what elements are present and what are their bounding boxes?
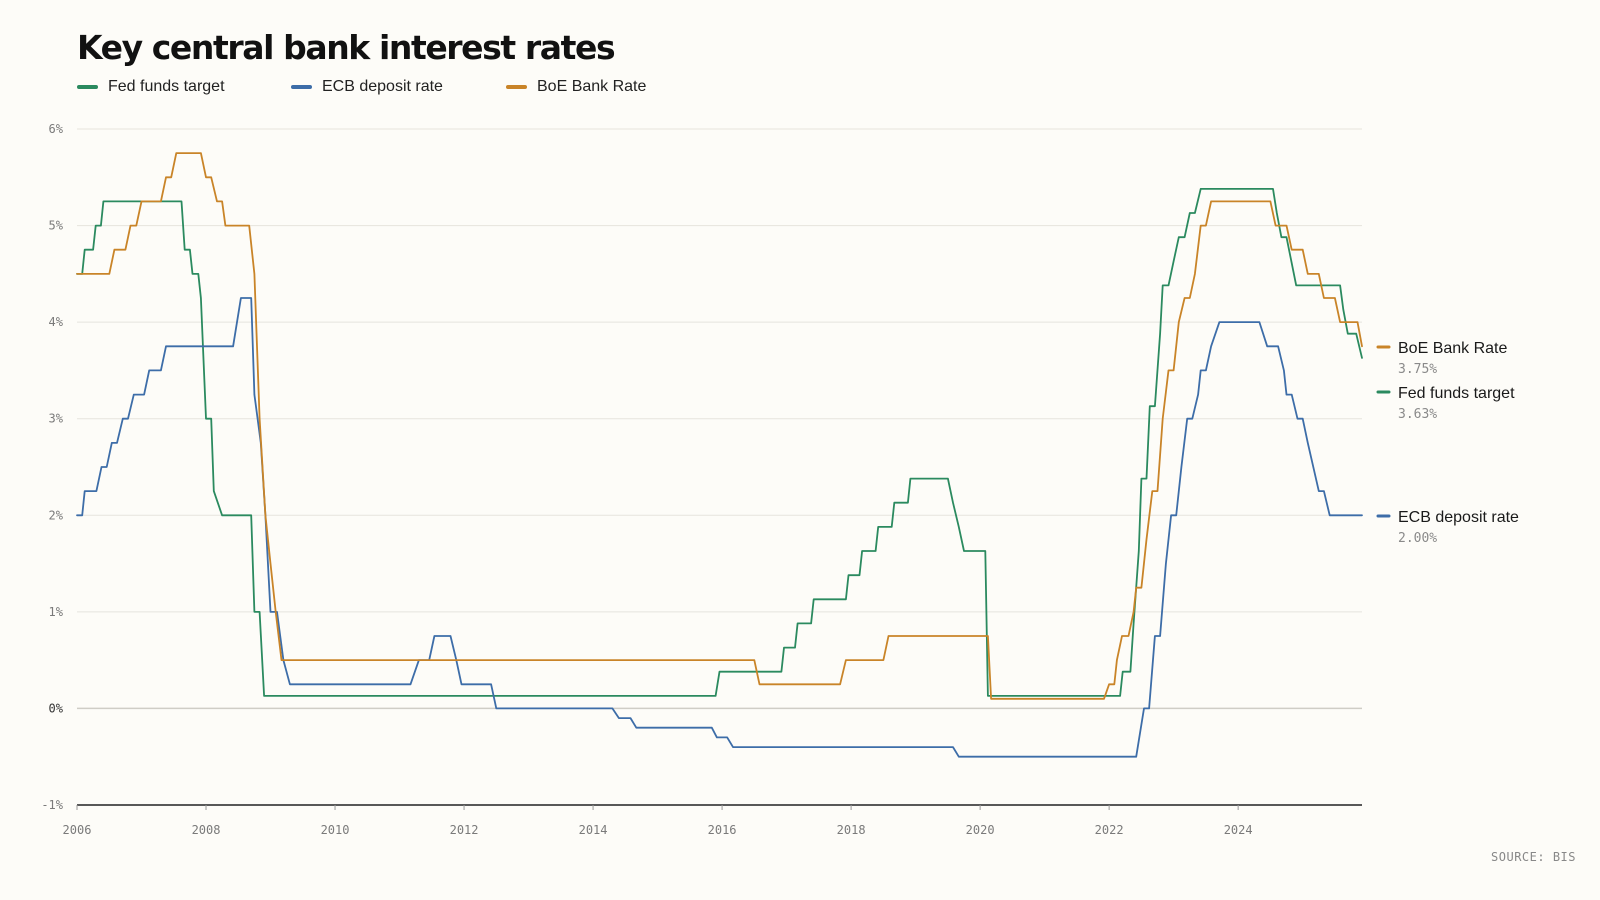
x-tick-label: 2016 — [708, 823, 737, 837]
y-tick-label: 5% — [49, 219, 64, 233]
source-note: SOURCE: BIS — [1491, 850, 1576, 864]
end-labels: BoE Bank Rate 3.75% Fed funds target 3.63% E… — [1376, 340, 1519, 546]
legend-swatch-ecb — [291, 85, 312, 89]
y-axis: 6% 5% 4% 3% 2% 1% 0% -1% — [41, 122, 63, 812]
series-line-ecb — [76, 297, 1363, 758]
legend-label-boe: BoE Bank Rate — [537, 78, 647, 95]
series-line-boe — [76, 152, 1363, 700]
y-tick-label: 0% — [49, 701, 64, 715]
x-tick-label: 2018 — [837, 823, 866, 837]
y-tick-label: 2% — [49, 508, 64, 522]
end-label-value-fed: 3.63% — [1398, 407, 1437, 422]
x-tick-label: 2006 — [63, 823, 92, 837]
legend-label-fed: Fed funds target — [108, 78, 225, 95]
legend-swatch-boe — [506, 85, 527, 89]
end-label-value-ecb: 2.00% — [1398, 531, 1437, 546]
legend-item-fed: Fed funds target — [77, 78, 225, 96]
legend-item-ecb: ECB deposit rate — [291, 78, 443, 96]
x-tick-label: 2024 — [1224, 823, 1253, 837]
series-layer — [76, 152, 1363, 758]
series-line-fed — [76, 188, 1363, 697]
legend-swatch-fed — [77, 85, 98, 89]
end-label-value-boe: 3.75% — [1398, 362, 1437, 377]
legend-label-ecb: ECB deposit rate — [322, 78, 443, 95]
x-tick-label: 2012 — [450, 823, 479, 837]
y-tick-label: 4% — [49, 315, 64, 329]
grid-layer — [77, 128, 1362, 806]
end-label-name-ecb: ECB deposit rate — [1398, 509, 1519, 526]
y-tick-label: 3% — [49, 412, 64, 426]
end-label-name-fed: Fed funds target — [1398, 385, 1515, 402]
x-tick-label: 2020 — [966, 823, 995, 837]
end-label-name-boe: BoE Bank Rate — [1398, 340, 1508, 357]
legend-item-boe: BoE Bank Rate — [506, 78, 646, 96]
y-tick-label: 1% — [49, 605, 64, 619]
y-tick-label: -1% — [41, 798, 63, 812]
y-tick-label: 6% — [49, 122, 64, 136]
x-tick-label: 2008 — [192, 823, 221, 837]
x-axis: 2006 2008 2010 2012 2014 2016 2018 2020 2022 2024 — [63, 805, 1253, 837]
chart-title: Key central bank interest rates — [77, 28, 616, 67]
x-tick-label: 2010 — [321, 823, 350, 837]
x-tick-label: 2014 — [579, 823, 608, 837]
x-tick-label: 2022 — [1095, 823, 1124, 837]
